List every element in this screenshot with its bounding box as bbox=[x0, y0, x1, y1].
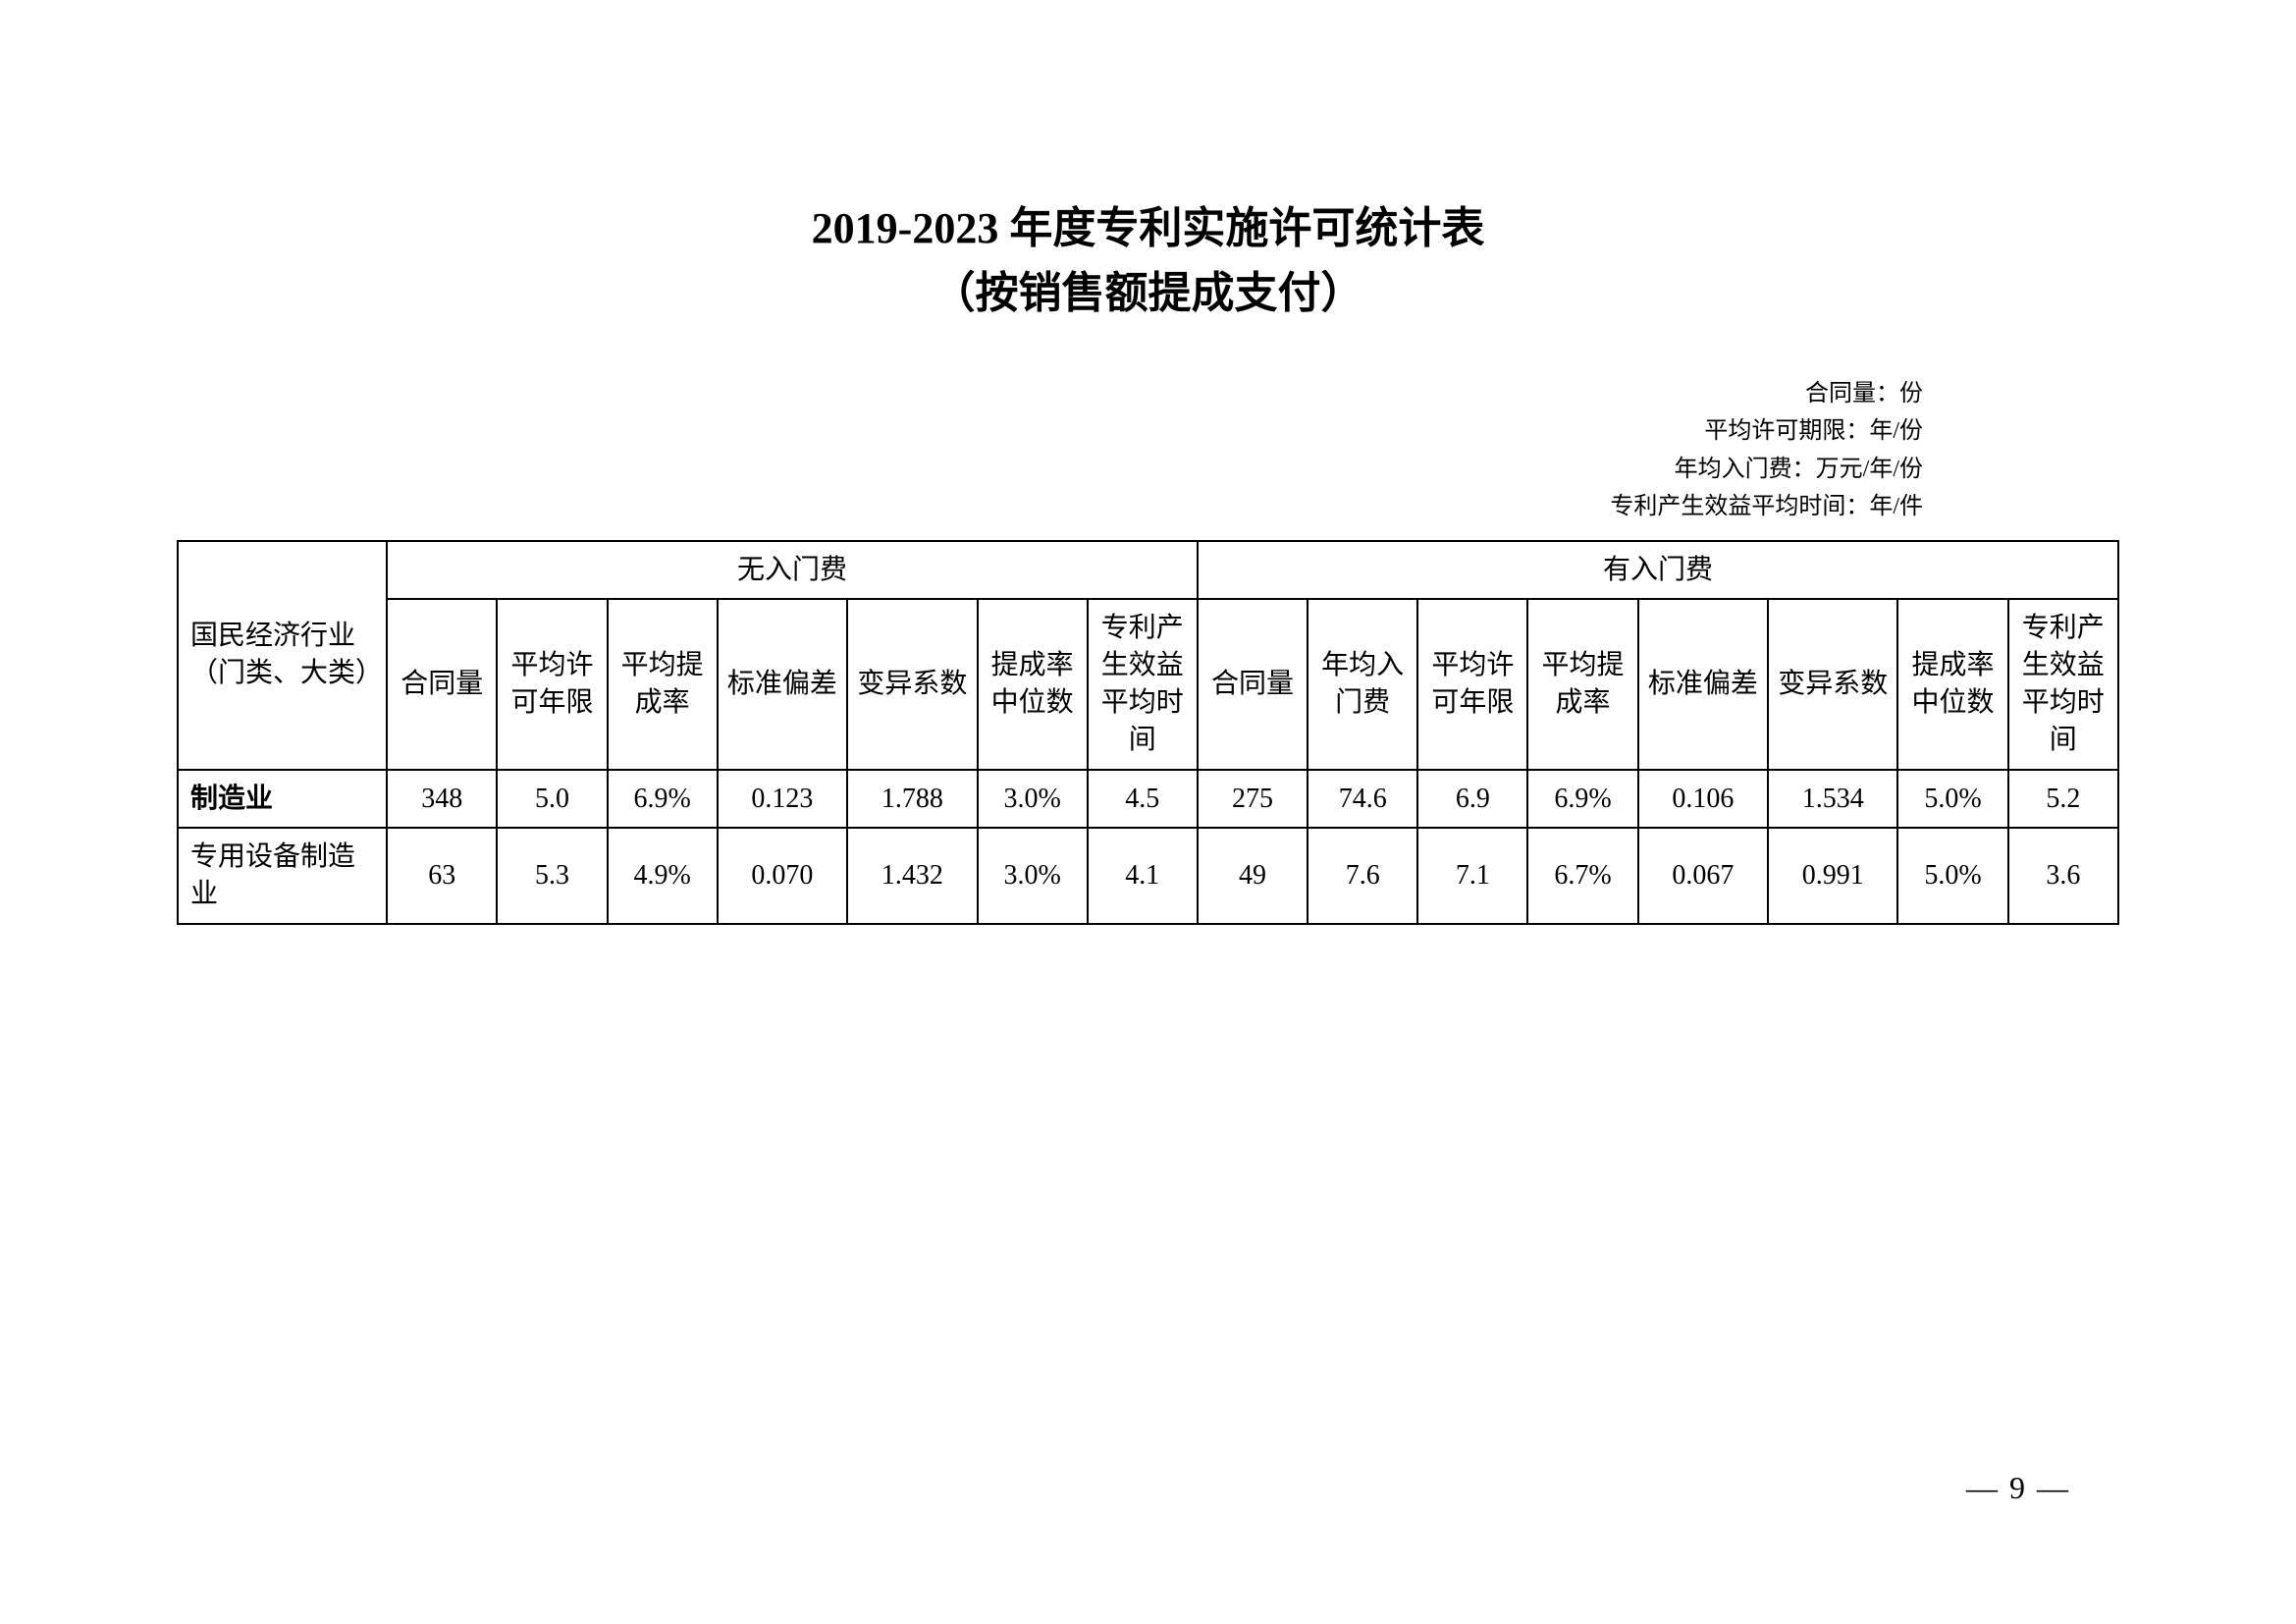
cell: 6.9% bbox=[608, 770, 718, 829]
cell: 348 bbox=[387, 770, 497, 829]
hdr-nf-cv: 变异系数 bbox=[847, 599, 977, 769]
hdr-category: 国民经济行业（门类、大类） bbox=[178, 541, 387, 770]
cell: 5.2 bbox=[2008, 770, 2118, 829]
hdr-f-years: 平均许可年限 bbox=[1417, 599, 1527, 769]
legend-line-3: 年均入门费：万元/年/份 bbox=[177, 451, 1923, 488]
cell: 3.0% bbox=[978, 770, 1088, 829]
cell: 4.1 bbox=[1088, 828, 1198, 924]
page-number: — 9 — bbox=[1966, 1470, 2070, 1506]
hdr-nf-qty: 合同量 bbox=[387, 599, 497, 769]
legend-line-2: 平均许可期限：年/份 bbox=[177, 412, 1923, 450]
cell-category: 制造业 bbox=[178, 770, 387, 829]
cell: 6.9 bbox=[1417, 770, 1527, 829]
cell: 0.067 bbox=[1638, 828, 1768, 924]
cell: 74.6 bbox=[1308, 770, 1417, 829]
cell: 3.0% bbox=[978, 828, 1088, 924]
cell: 3.6 bbox=[2008, 828, 2118, 924]
hdr-nf-rate: 平均提成率 bbox=[608, 599, 718, 769]
cell: 0.106 bbox=[1638, 770, 1768, 829]
table-row: 制造业 348 5.0 6.9% 0.123 1.788 3.0% 4.5 27… bbox=[178, 770, 2118, 829]
hdr-f-rate: 平均提成率 bbox=[1527, 599, 1637, 769]
cell: 7.1 bbox=[1417, 828, 1527, 924]
header-row-1: 国民经济行业（门类、大类） 无入门费 有入门费 bbox=[178, 541, 2118, 600]
cell-category: 专用设备制造业 bbox=[178, 828, 387, 924]
cell: 5.0% bbox=[1897, 828, 2007, 924]
header-row-2: 合同量 平均许可年限 平均提成率 标准偏差 变异系数 提成率中位数 专利产生效益… bbox=[178, 599, 2118, 769]
cell: 1.534 bbox=[1768, 770, 1897, 829]
page: 2019-2023 年度专利实施许可统计表 （按销售额提成支付） 合同量：份 平… bbox=[0, 0, 2296, 1624]
cell: 49 bbox=[1198, 828, 1308, 924]
hdr-nf-years: 平均许可年限 bbox=[497, 599, 607, 769]
cell: 4.5 bbox=[1088, 770, 1198, 829]
legend-block: 合同量：份 平均许可期限：年/份 年均入门费：万元/年/份 专利产生效益平均时间… bbox=[177, 375, 2119, 526]
cell: 4.9% bbox=[608, 828, 718, 924]
cell: 1.432 bbox=[847, 828, 977, 924]
hdr-nf-median: 提成率中位数 bbox=[978, 599, 1088, 769]
cell: 275 bbox=[1198, 770, 1308, 829]
cell: 63 bbox=[387, 828, 497, 924]
cell: 5.0 bbox=[497, 770, 607, 829]
title-line-1: 2019-2023 年度专利实施许可统计表 bbox=[177, 196, 2119, 261]
hdr-group-fee: 有入门费 bbox=[1198, 541, 2118, 600]
cell: 0.991 bbox=[1768, 828, 1897, 924]
cell: 6.9% bbox=[1527, 770, 1637, 829]
cell: 0.070 bbox=[718, 828, 847, 924]
cell: 6.7% bbox=[1527, 828, 1637, 924]
hdr-group-nofee: 无入门费 bbox=[387, 541, 1198, 600]
hdr-f-benefit: 专利产生效益平均时间 bbox=[2008, 599, 2118, 769]
hdr-nf-benefit: 专利产生效益平均时间 bbox=[1088, 599, 1198, 769]
title-line-2: （按销售额提成支付） bbox=[177, 261, 2119, 326]
cell: 5.3 bbox=[497, 828, 607, 924]
hdr-f-std: 标准偏差 bbox=[1638, 599, 1768, 769]
cell: 7.6 bbox=[1308, 828, 1417, 924]
hdr-f-cv: 变异系数 bbox=[1768, 599, 1897, 769]
legend-line-1: 合同量：份 bbox=[177, 375, 1923, 412]
hdr-f-entryfee: 年均入门费 bbox=[1308, 599, 1417, 769]
legend-line-4: 专利产生效益平均时间：年/件 bbox=[177, 488, 1923, 525]
cell: 5.0% bbox=[1897, 770, 2007, 829]
hdr-f-median: 提成率中位数 bbox=[1897, 599, 2007, 769]
cell: 0.123 bbox=[718, 770, 847, 829]
hdr-f-qty: 合同量 bbox=[1198, 599, 1308, 769]
hdr-nf-std: 标准偏差 bbox=[718, 599, 847, 769]
table-row: 专用设备制造业 63 5.3 4.9% 0.070 1.432 3.0% 4.1… bbox=[178, 828, 2118, 924]
cell: 1.788 bbox=[847, 770, 977, 829]
stats-table: 国民经济行业（门类、大类） 无入门费 有入门费 合同量 平均许可年限 平均提成率… bbox=[177, 540, 2119, 925]
